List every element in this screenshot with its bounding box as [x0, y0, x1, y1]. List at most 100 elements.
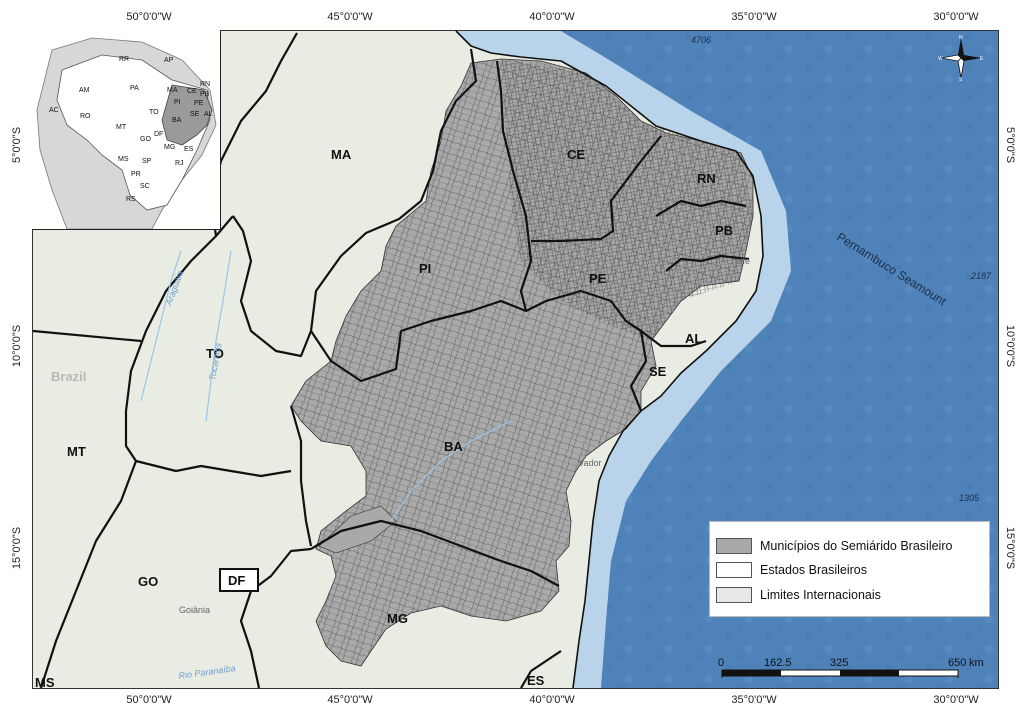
lon-label-45w-bottom: 45°0'0"W: [327, 694, 373, 706]
state-label-mt: MT: [67, 444, 86, 459]
map-legend: Municípios do Semiárido Brasileiro Estad…: [709, 521, 990, 617]
city-label-recife: cife: [736, 256, 750, 266]
inset-label-df: DF: [154, 131, 163, 138]
border-rn-pb: [655, 199, 747, 217]
legend-item-semiarid: Municípios do Semiárido Brasileiro: [716, 536, 952, 556]
lon-label-40w-top: 40°0'0"W: [529, 11, 575, 23]
state-label-es: ES: [527, 673, 545, 688]
inset-label-sp: SP: [142, 158, 152, 165]
legend-item-international: Limites Internacionais: [716, 585, 881, 605]
inset-label-ce: CE: [187, 88, 197, 95]
border-ma-west: [209, 32, 298, 238]
inset-label-rj: RJ: [175, 160, 184, 167]
inset-label-ma: MA: [167, 87, 178, 94]
border-to-ba: [289, 405, 313, 547]
scale-unit: km: [969, 657, 984, 669]
state-label-pe: PE: [589, 271, 607, 286]
semiarid-region: [290, 58, 754, 667]
state-label-go: GO: [138, 574, 158, 589]
scale-bar: 0 162.5 325 650 km: [718, 656, 990, 682]
lon-label-45w-top: 45°0'0"W: [327, 11, 373, 23]
city-label-goiania: Goiânia: [179, 605, 210, 615]
ocean-label-depth-4706: 4706: [691, 35, 711, 45]
legend-swatch-semiarid: [716, 538, 752, 554]
inset-label-pa: PA: [130, 85, 139, 92]
lat-label-10s-left: 10°0'0"S: [11, 324, 23, 368]
lon-label-50w-top: 50°0'0"W: [126, 11, 172, 23]
inset-label-al: AL: [204, 111, 213, 118]
state-label-to: TO: [206, 346, 224, 361]
city-label-salvador: vador: [579, 458, 602, 468]
border-pa-to: [33, 329, 142, 343]
df-box: [219, 568, 259, 592]
legend-label-semiarid: Municípios do Semiárido Brasileiro: [760, 539, 953, 553]
lat-label-5s-left: 5°0'0"S: [11, 126, 23, 164]
lat-label-15s-left: 15°0'0"S: [11, 526, 23, 570]
inset-label-rs: RS: [126, 196, 136, 203]
north-arrow-icon: N S W E: [938, 35, 984, 83]
state-label-pb: PB: [715, 223, 733, 238]
legend-label-states: Estados Brasileiros: [760, 563, 867, 577]
state-label-al: AL: [685, 331, 702, 346]
inset-label-es: ES: [184, 146, 194, 153]
legend-swatch-states: [716, 562, 752, 578]
inset-label-ro: RO: [80, 113, 91, 120]
inset-locator-map: RR AP AM PA MA CE RN PB PI PE AC RO TO A…: [32, 30, 221, 230]
state-labels: MA CE RN PB PI PE AL SE TO BA MT GO DF M…: [35, 147, 733, 688]
state-label-df: DF: [228, 573, 245, 588]
border-to-mt: [124, 235, 217, 462]
inset-label-pi: PI: [174, 99, 181, 106]
border-mg-es: [520, 650, 562, 688]
state-label-se: SE: [649, 364, 667, 379]
inset-label-go: GO: [140, 136, 151, 143]
state-label-pi: PI: [419, 261, 431, 276]
lon-label-40w-bottom: 40°0'0"W: [529, 694, 575, 706]
coastline: [455, 31, 764, 688]
border-pb-pe: [665, 254, 750, 272]
inset-label-ac: AC: [49, 107, 59, 114]
inset-label-ap: AP: [164, 57, 174, 64]
inset-label-mg: MG: [164, 144, 175, 151]
inset-label-ms: MS: [118, 156, 129, 163]
inset-label-mt: MT: [116, 124, 127, 131]
inset-label-rr: RR: [119, 56, 129, 63]
border-pe-ba: [400, 289, 642, 333]
border-go-to: [135, 459, 292, 478]
lon-label-50w-bottom: 50°0'0"W: [126, 694, 172, 706]
semiarid-west-spur: [318, 505, 397, 554]
state-label-ba: BA: [444, 439, 463, 454]
inset-label-rn: RN: [200, 81, 210, 88]
lon-label-35w-bottom: 35°0'0"W: [731, 694, 777, 706]
scale-tick-162: 162.5: [764, 657, 792, 669]
state-label-mg: MG: [387, 611, 408, 626]
inset-semiarid-highlight: [161, 84, 213, 146]
state-label-ms: MS: [35, 675, 55, 688]
legend-item-states: Estados Brasileiros: [716, 560, 867, 580]
inset-label-pb: PB: [200, 91, 210, 98]
legend-label-international: Limites Internacionais: [760, 588, 881, 602]
lon-label-30w-top: 30°0'0"W: [933, 11, 979, 23]
inset-label-am: AM: [79, 87, 90, 94]
lon-label-35w-top: 35°0'0"W: [731, 11, 777, 23]
inset-label-sc: SC: [140, 183, 150, 190]
border-al: [625, 320, 707, 348]
inset-label-se: SE: [190, 111, 200, 118]
scale-tick-0: 0: [718, 657, 724, 669]
inset-label-ba: BA: [172, 117, 182, 124]
ocean-label-depth-2187: 2187: [970, 271, 992, 281]
border-go-mt: [39, 460, 138, 688]
north-arrow-n: N: [959, 35, 963, 41]
scale-tick-325: 325: [830, 657, 848, 669]
state-label-rn: RN: [697, 171, 716, 186]
state-label-ce: CE: [567, 147, 585, 162]
scale-tick-650: 650: [948, 657, 966, 669]
border-ce-rn: [531, 135, 662, 243]
lon-label-30w-bottom: 30°0'0"W: [933, 694, 979, 706]
north-arrow-e: E: [980, 56, 984, 62]
north-arrow-s: S: [959, 77, 963, 81]
border-pi-ce: [495, 60, 533, 312]
inset-label-pr: PR: [131, 171, 141, 178]
legend-swatch-international: [716, 587, 752, 603]
inset-label-pe: PE: [194, 100, 204, 107]
semiarid-east-dense-grid: [501, 59, 753, 341]
